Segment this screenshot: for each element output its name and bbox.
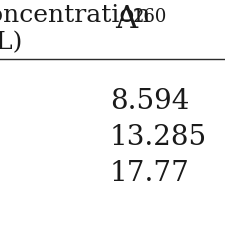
Text: 17.77: 17.77: [110, 159, 189, 186]
Text: A: A: [115, 4, 137, 35]
Text: 8.594: 8.594: [110, 88, 189, 115]
Text: (µL): (µL): [0, 30, 22, 53]
Text: 13.285: 13.285: [110, 124, 206, 150]
Text: Concentration: Concentration: [0, 4, 151, 27]
Text: 260: 260: [132, 8, 167, 26]
